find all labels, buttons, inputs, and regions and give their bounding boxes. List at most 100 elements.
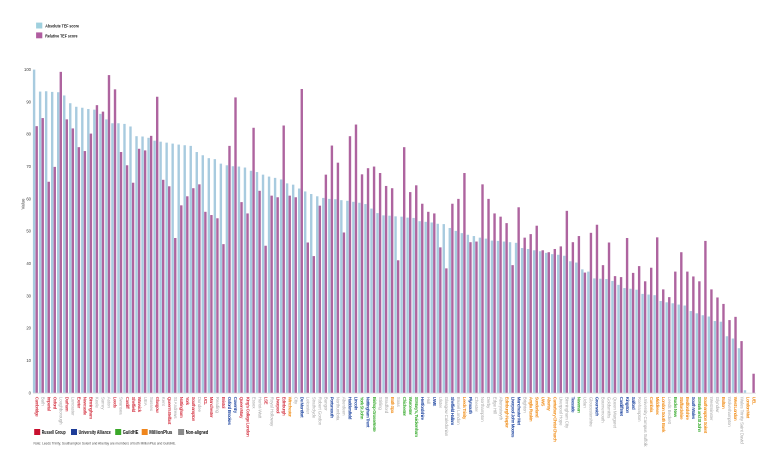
svg-text:Russell Group: Russell Group (42, 430, 66, 436)
svg-text:Gloucestershire: Gloucestershire (589, 397, 594, 427)
svg-text:Brighton: Brighton (522, 397, 527, 413)
svg-text:Chester: Chester (474, 397, 479, 413)
svg-text:Robert Gordon: Robert Gordon (318, 397, 323, 426)
svg-text:Ulster: Ulster (438, 397, 443, 409)
svg-text:Manchester: Manchester (209, 397, 214, 418)
svg-text:Bournemouth: Bournemouth (601, 397, 606, 423)
svg-text:Bristol: Bristol (221, 397, 226, 408)
svg-text:Huddersfield: Huddersfield (348, 397, 353, 420)
svg-text:Birmingham City: Birmingham City (565, 397, 570, 429)
svg-text:Sussex: Sussex (149, 397, 154, 412)
svg-text:30: 30 (26, 293, 31, 298)
svg-text:80: 80 (26, 132, 31, 137)
svg-text:Newman: Newman (577, 397, 582, 413)
svg-text:London Met: London Met (745, 397, 750, 419)
svg-text:Nottingham Trent: Nottingham Trent (366, 397, 371, 428)
svg-text:GuildHE: GuildHE (123, 430, 139, 436)
svg-text:Greenwich: Greenwich (595, 397, 600, 417)
svg-text:Edge Hill: Edge Hill (492, 397, 497, 414)
svg-text:Nottingham: Nottingham (179, 397, 184, 418)
svg-text:Value: Value (21, 198, 26, 210)
svg-text:Aberystwyth: Aberystwyth (498, 397, 503, 421)
svg-text:London South Bank: London South Bank (661, 397, 666, 433)
svg-text:St Andrews: St Andrews (173, 397, 178, 419)
svg-text:Chichester: Chichester (402, 397, 407, 417)
svg-text:Leeds: Leeds (113, 397, 118, 409)
svg-text:Warwick: Warwick (137, 397, 142, 413)
svg-text:Derby: Derby (486, 397, 491, 409)
svg-text:Brunel London: Brunel London (456, 397, 461, 425)
svg-text:Liverpool Hope: Liverpool Hope (559, 397, 564, 426)
svg-text:LSE: LSE (263, 397, 268, 405)
svg-text:Staffordshire: Staffordshire (679, 397, 684, 420)
svg-text:Manchester Met: Manchester Met (516, 397, 521, 426)
svg-text:Bishop Grosseteste: Bishop Grosseteste (372, 397, 377, 433)
svg-text:Hull: Hull (426, 397, 431, 404)
svg-text:Cardiff Met: Cardiff Met (619, 397, 624, 417)
svg-text:St Mary's, Twickenham: St Mary's, Twickenham (414, 397, 419, 437)
svg-text:Lincoln: Lincoln (354, 397, 359, 411)
svg-text:Bath Spa: Bath Spa (390, 397, 395, 414)
svg-text:Wales Trinity Saint David: Wales Trinity Saint David (739, 397, 744, 444)
svg-text:Middlesex: Middlesex (655, 397, 660, 416)
svg-text:South Wales: South Wales (691, 397, 696, 420)
svg-text:Essex: Essex (251, 397, 256, 410)
svg-text:Reading: Reading (215, 397, 220, 414)
svg-text:Keele: Keele (95, 397, 100, 409)
svg-text:Canterbury Christ Church: Canterbury Christ Church (553, 397, 558, 442)
svg-text:Sunderland: Sunderland (534, 397, 539, 418)
svg-text:Coventry: Coventry (233, 397, 238, 414)
svg-text:Dundee: Dundee (197, 397, 202, 413)
svg-text:Northampton: Northampton (480, 397, 485, 422)
svg-text:Exeter: Exeter (77, 397, 82, 409)
svg-text:Liverpool: Liverpool (275, 397, 280, 414)
svg-text:Leeds Trinity: Leeds Trinity (462, 397, 467, 420)
svg-text:Soas: Soas (396, 397, 401, 408)
svg-text:Surrey: Surrey (101, 397, 106, 410)
svg-text:100: 100 (24, 67, 32, 72)
svg-text:50: 50 (26, 229, 31, 234)
svg-text:Queen's Belfast: Queen's Belfast (167, 397, 172, 425)
svg-text:King's College London: King's College London (245, 397, 250, 437)
svg-text:Cambridge: Cambridge (34, 397, 39, 417)
svg-text:UEL: UEL (751, 397, 756, 405)
svg-text:UEA: UEA (143, 397, 148, 406)
svg-text:York: York (185, 397, 190, 406)
svg-text:Winchester: Winchester (287, 397, 292, 417)
svg-text:Kingston: Kingston (625, 397, 630, 414)
svg-text:De Montfort: De Montfort (299, 397, 304, 418)
svg-text:Westminster: Westminster (709, 397, 714, 421)
svg-text:Loughborough: Loughborough (59, 397, 64, 425)
svg-text:Swansea: Swansea (119, 397, 124, 415)
svg-text:Abertay: Abertay (546, 397, 551, 412)
svg-text:Sheffield Hallam: Sheffield Hallam (450, 397, 455, 426)
svg-text:Portsmouth: Portsmouth (330, 397, 335, 419)
svg-text:Aberdeen: Aberdeen (342, 397, 347, 416)
svg-text:Durham: Durham (65, 397, 70, 412)
svg-text:University Alliance: University Alliance (79, 430, 111, 436)
svg-text:Kent: Kent (161, 397, 166, 407)
svg-text:Royal Holloway: Royal Holloway (269, 397, 274, 427)
svg-text:UWE: UWE (432, 397, 437, 407)
svg-text:City: City (293, 397, 298, 405)
svg-text:Heriot-Watt: Heriot-Watt (257, 397, 262, 419)
svg-text:90: 90 (26, 99, 31, 104)
svg-text:UWS: UWS (540, 397, 545, 407)
svg-text:Glasgow: Glasgow (155, 397, 160, 414)
svg-text:UCL: UCL (203, 397, 208, 406)
svg-text:Cardiff: Cardiff (125, 397, 130, 409)
svg-text:Uclan: Uclan (583, 397, 588, 409)
svg-text:Plymouth: Plymouth (468, 397, 473, 415)
svg-text:Birmingham: Birmingham (89, 397, 94, 419)
svg-text:Edinburgh Napier: Edinburgh Napier (504, 397, 509, 428)
svg-text:Leicester: Leicester (306, 397, 311, 415)
svg-text:Bangor: Bangor (324, 397, 329, 411)
svg-text:Newcastle: Newcastle (83, 397, 88, 416)
svg-text:Queen Mary: Queen Mary (239, 397, 244, 419)
svg-text:Absolute TEF score: Absolute TEF score (45, 24, 79, 29)
svg-text:Bucks New: Bucks New (673, 397, 678, 418)
svg-text:60: 60 (26, 196, 31, 201)
svg-text:10: 10 (26, 358, 31, 363)
svg-text:Bath: Bath (40, 397, 45, 406)
svg-text:Bolton: Bolton (721, 397, 726, 409)
